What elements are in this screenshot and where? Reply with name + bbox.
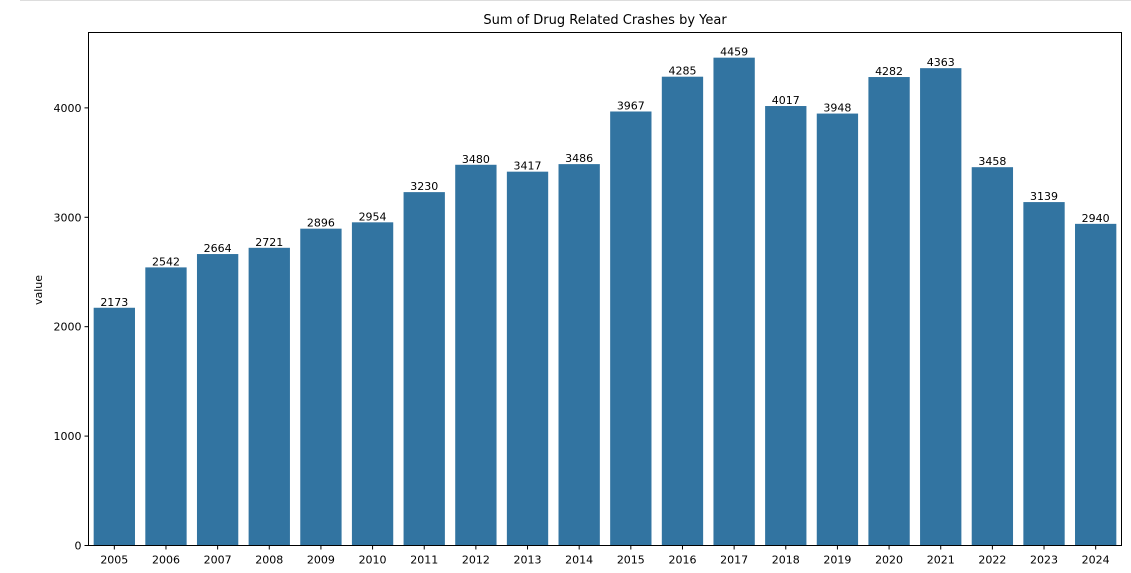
data-label-2014: 3486 bbox=[565, 152, 593, 165]
x-tick-label-2008: 2008 bbox=[255, 554, 283, 567]
data-label-2022: 3458 bbox=[978, 155, 1006, 168]
y-tick-label-1000: 1000 bbox=[54, 430, 82, 443]
x-tick-label-2016: 2016 bbox=[668, 554, 696, 567]
data-label-2018: 4017 bbox=[772, 94, 800, 107]
data-label-2005: 2173 bbox=[100, 296, 128, 309]
data-label-2017: 4459 bbox=[720, 46, 748, 59]
bar-2016 bbox=[661, 76, 704, 546]
bar-2023 bbox=[1023, 202, 1065, 546]
x-tick-label-2007: 2007 bbox=[204, 554, 232, 567]
data-label-2013: 3417 bbox=[514, 160, 542, 173]
notebook-cell-border bbox=[20, 0, 1131, 1]
data-label-2015: 3967 bbox=[617, 99, 645, 112]
bar-2018 bbox=[765, 106, 807, 546]
data-label-2011: 3230 bbox=[410, 180, 438, 193]
y-tick-labels: 0 1000 2000 3000 4000 bbox=[54, 102, 89, 553]
chart-title: Sum of Drug Related Crashes by Year bbox=[483, 13, 727, 28]
bar-2014 bbox=[558, 164, 600, 546]
bar-2017 bbox=[713, 57, 755, 546]
bar-2015 bbox=[610, 111, 652, 546]
data-label-2016: 4285 bbox=[668, 65, 696, 78]
bars-group: 2173 2542 2664 2721 2896 2954 3230 3480 3417 3486… bbox=[93, 46, 1117, 546]
bar-2022 bbox=[971, 167, 1014, 546]
data-label-2021: 4363 bbox=[927, 56, 955, 69]
x-tick-label-2019: 2019 bbox=[823, 554, 851, 567]
bar-2011 bbox=[403, 192, 445, 546]
x-tick-label-2005: 2005 bbox=[100, 554, 128, 567]
data-label-2010: 2954 bbox=[359, 210, 387, 223]
x-tick-label-2012: 2012 bbox=[462, 554, 490, 567]
data-label-2006: 2542 bbox=[152, 255, 180, 268]
bar-2020 bbox=[868, 77, 910, 546]
data-label-2008: 2721 bbox=[255, 236, 283, 249]
data-label-2009: 2896 bbox=[307, 217, 335, 230]
x-tick-label-2018: 2018 bbox=[772, 554, 800, 567]
x-tick-label-2021: 2021 bbox=[927, 554, 955, 567]
bar-2010 bbox=[351, 222, 394, 546]
data-label-2023: 3139 bbox=[1030, 190, 1058, 203]
y-tick-label-4000: 4000 bbox=[54, 102, 82, 115]
x-tick-label-2009: 2009 bbox=[307, 554, 335, 567]
x-tick-label-2020: 2020 bbox=[875, 554, 903, 567]
data-label-2019: 3948 bbox=[823, 102, 851, 115]
x-tick-label-2014: 2014 bbox=[565, 554, 593, 567]
bar-2007 bbox=[196, 254, 239, 546]
y-tick-label-3000: 3000 bbox=[54, 211, 82, 224]
x-tick-label-2023: 2023 bbox=[1030, 554, 1058, 567]
y-tick-label-0: 0 bbox=[75, 540, 82, 553]
x-tick-label-2013: 2013 bbox=[514, 554, 542, 567]
bar-2019 bbox=[816, 113, 859, 546]
bar-2021 bbox=[920, 68, 962, 546]
data-label-2007: 2664 bbox=[204, 242, 232, 255]
bar-2013 bbox=[506, 171, 549, 546]
x-tick-label-2024: 2024 bbox=[1082, 554, 1110, 567]
bar-2008 bbox=[248, 247, 290, 546]
y-tick-label-2000: 2000 bbox=[54, 321, 82, 334]
x-tick-label-2017: 2017 bbox=[720, 554, 748, 567]
x-tick-label-2010: 2010 bbox=[359, 554, 387, 567]
x-tick-label-2015: 2015 bbox=[617, 554, 645, 567]
data-label-2012: 3480 bbox=[462, 153, 490, 166]
data-label-2024: 2940 bbox=[1082, 212, 1110, 225]
x-tick-label-2006: 2006 bbox=[152, 554, 180, 567]
data-label-2020: 4282 bbox=[875, 65, 903, 78]
bar-2012 bbox=[455, 164, 497, 546]
bar-2009 bbox=[300, 228, 342, 546]
x-tick-labels: 2005 2006 2007 2008 2009 2010 2011 2012 2013 2014… bbox=[100, 545, 1110, 567]
bar-2005 bbox=[93, 307, 135, 546]
plot-frame bbox=[88, 32, 1122, 546]
bar-2024 bbox=[1075, 223, 1117, 546]
x-tick-label-2011: 2011 bbox=[410, 554, 438, 567]
bar-2006 bbox=[145, 267, 187, 546]
x-tick-label-2022: 2022 bbox=[978, 554, 1006, 567]
y-axis-label: value bbox=[32, 275, 45, 305]
